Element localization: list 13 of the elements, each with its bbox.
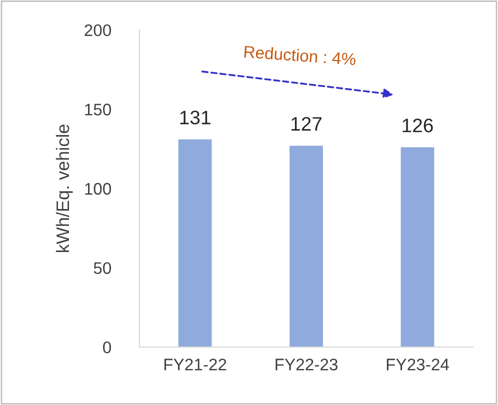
y-tick-label: 0 (103, 341, 112, 354)
x-tick-label: FY21-22 (164, 358, 226, 370)
y-tick-label: 100 (85, 182, 112, 195)
y-tick-label: 200 (84, 24, 112, 36)
data-label: 127 (292, 116, 322, 131)
y-tick-label: 50 (94, 262, 112, 274)
x-tick-label: FY23-24 (386, 358, 449, 370)
x-tick-label: FY22-23 (276, 358, 338, 370)
y-tick-label: 150 (85, 104, 112, 116)
data-label: 126 (402, 118, 433, 132)
y-axis-title: kWh/Eq. vehicle (56, 124, 73, 252)
data-label: 131 (180, 110, 210, 124)
annotation: Reduction : 4% (244, 45, 356, 66)
